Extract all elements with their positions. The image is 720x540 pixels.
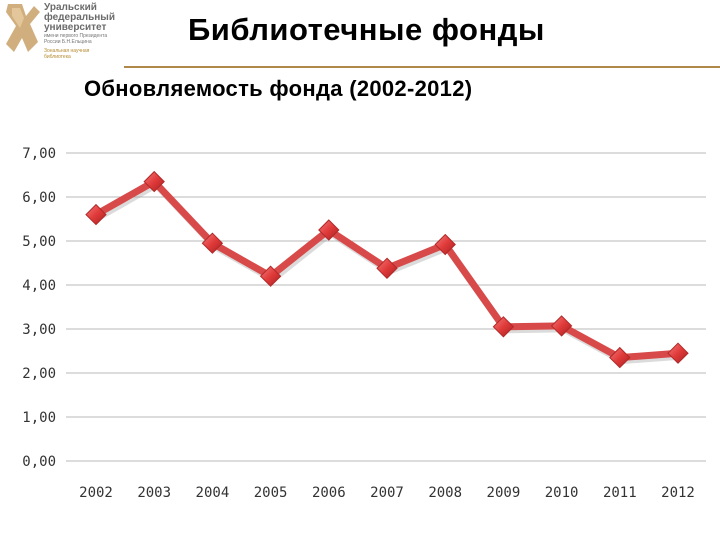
data-point-marker [550,315,573,337]
title-divider [124,66,720,68]
x-tick-label: 2002 [79,485,113,501]
x-tick-label: 2010 [545,485,579,501]
data-point-marker [143,170,165,193]
logo-line-5: России Б.Н.Ельцина [44,39,92,45]
y-tick-label: 4,00 [22,278,56,294]
logo-line-3: университет [44,22,107,33]
y-tick-label: 5,00 [22,234,56,250]
data-point-marker [259,265,282,287]
gridlines [66,152,706,462]
x-tick-label: 2004 [196,485,230,501]
data-point-marker [667,342,689,364]
data-point-marker [609,346,631,369]
y-axis-ticks: 0,00 1,00 2,00 3,00 4,00 5,00 6,00 7,00 [22,146,56,470]
x-tick-label: 2007 [370,485,404,501]
y-tick-label: 1,00 [22,410,56,426]
data-point-marker [318,219,340,241]
x-tick-label: 2012 [661,485,695,501]
page-title: Библиотечные фонды [188,12,545,47]
logo-line-6: Зональная научная [44,48,90,54]
x-tick-label: 2003 [137,485,171,501]
data-point-marker [201,232,224,254]
y-tick-label: 6,00 [22,190,56,206]
x-axis-ticks: 2002 2003 2004 2005 2006 2007 2008 2009 2010 2011… [79,485,695,501]
x-tick-label: 2005 [254,485,288,501]
chart-subtitle: Обновляемость фонда (2002-2012) [84,76,473,101]
data-point-marker [376,257,398,279]
x-tick-label: 2008 [428,485,462,501]
y-tick-label: 7,00 [22,146,56,162]
logo-line-4: имени первого Президента [44,33,108,39]
logo-line-7: библиотека [44,54,71,60]
data-point-marker [434,233,456,256]
y-tick-label: 3,00 [22,322,56,338]
data-point-marker [85,203,107,226]
y-tick-label: 2,00 [22,366,56,382]
x-tick-label: 2006 [312,485,346,501]
y-tick-label: 0,00 [22,454,56,470]
ural-emblem-icon [6,4,40,52]
x-tick-label: 2011 [603,485,637,501]
x-tick-label: 2009 [487,485,521,501]
series-markers [85,170,689,369]
logo-line-2: федеральный [44,12,115,23]
logo-line-1: Уральский [44,2,97,13]
university-logo: Уральский федеральный университет имени … [4,2,124,68]
data-point-marker [492,316,515,338]
